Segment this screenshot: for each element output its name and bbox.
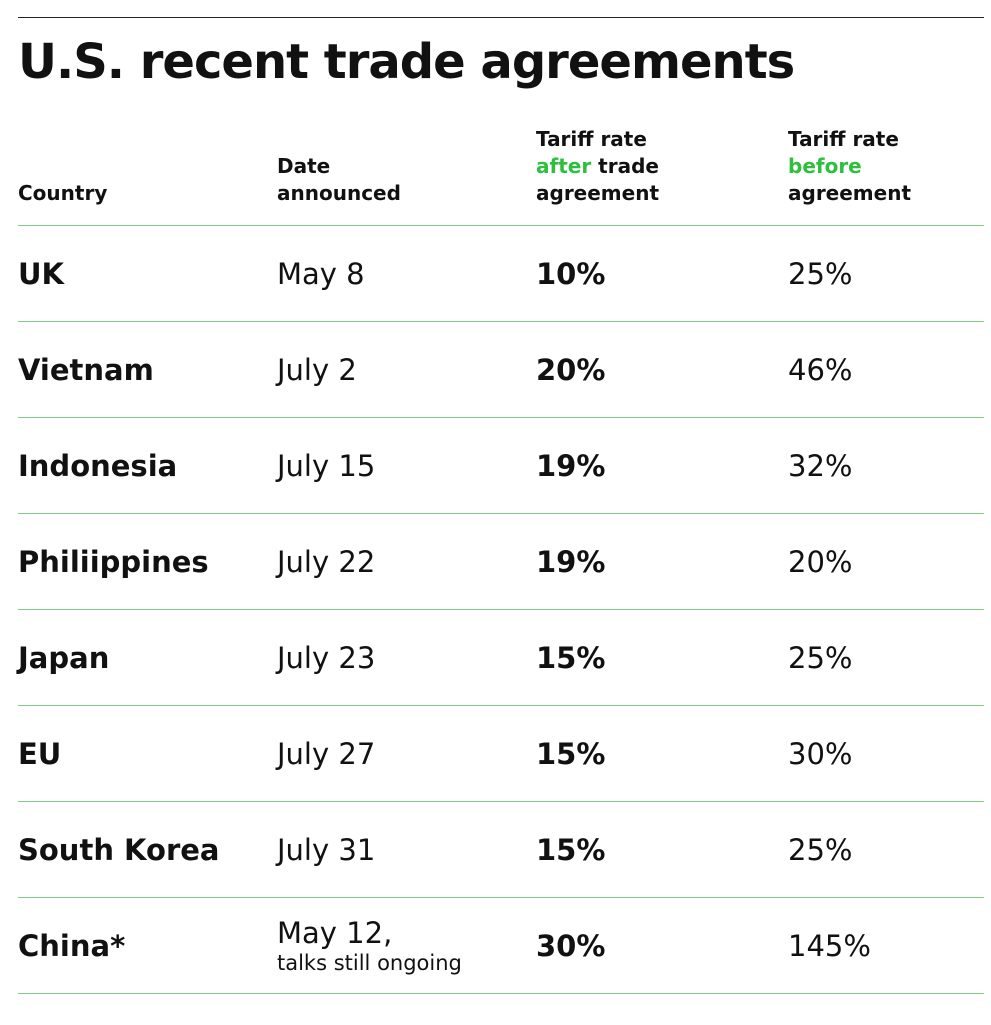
header-before-highlight: before: [788, 154, 862, 178]
header-country: Country: [18, 180, 107, 207]
date-note: talks still ongoing: [277, 950, 462, 975]
table-row: Vietnam July 2 20% 46%: [18, 322, 984, 418]
table-row: China* May 12, talks still ongoing 30% 145%: [18, 898, 984, 994]
trade-agreements-table: Country Date announced Tariff rate after…: [18, 118, 984, 994]
date-cell: May 12, talks still ongoing: [277, 898, 462, 993]
tariff-after-cell: 15%: [536, 736, 606, 771]
table-row: Philiippines July 22 19% 20%: [18, 514, 984, 610]
tariff-before-cell: 30%: [788, 736, 853, 771]
date-cell: May 8: [277, 256, 365, 291]
date-value: May 12,: [277, 915, 393, 950]
date-cell: July 27: [277, 736, 376, 771]
header-after-line2: after trade: [536, 153, 659, 180]
header-date-line1: Date: [277, 154, 331, 178]
date-cell: July 2: [277, 352, 357, 387]
tariff-before-cell: 25%: [788, 256, 853, 291]
header-after-line1: Tariff rate: [536, 127, 647, 151]
country-cell: Philiippines: [18, 544, 209, 579]
tariff-after-cell: 15%: [536, 640, 606, 675]
header-after-rest: trade: [591, 154, 659, 178]
country-cell: Indonesia: [18, 448, 178, 483]
tariff-after-cell: 30%: [536, 928, 606, 963]
table-row: Japan July 23 15% 25%: [18, 610, 984, 706]
table-row: South Korea July 31 15% 25%: [18, 802, 984, 898]
date-cell: July 23: [277, 640, 376, 675]
header-before-line3: agreement: [788, 181, 912, 205]
header-date-line2: announced: [277, 181, 401, 205]
country-cell: Vietnam: [18, 352, 154, 387]
top-rule: [18, 17, 984, 18]
country-cell: China*: [18, 928, 126, 963]
header-tariff-after: Tariff rate after trade agreement: [536, 126, 659, 207]
tariff-before-cell: 145%: [788, 928, 871, 963]
table-row: Indonesia July 15 19% 32%: [18, 418, 984, 514]
table-row: EU July 27 15% 30%: [18, 706, 984, 802]
tariff-after-cell: 10%: [536, 256, 606, 291]
header-before-line1: Tariff rate: [788, 127, 899, 151]
header-tariff-before: Tariff rate before agreement: [788, 126, 911, 207]
tariff-after-cell: 19%: [536, 448, 606, 483]
country-cell: Japan: [18, 640, 110, 675]
tariff-before-cell: 46%: [788, 352, 853, 387]
header-after-line3: agreement: [536, 181, 660, 205]
tariff-before-cell: 25%: [788, 640, 853, 675]
tariff-before-cell: 25%: [788, 832, 853, 867]
header-date-announced: Date announced: [277, 153, 401, 207]
country-cell: UK: [18, 256, 65, 291]
header-after-highlight: after: [536, 154, 592, 178]
tariff-before-cell: 32%: [788, 448, 853, 483]
table-header: Country Date announced Tariff rate after…: [18, 118, 984, 226]
country-cell: South Korea: [18, 832, 220, 867]
table-row: UK May 8 10% 25%: [18, 226, 984, 322]
tariff-before-cell: 20%: [788, 544, 853, 579]
table-body: UK May 8 10% 25% Vietnam July 2 20% 46% Indonesi…: [18, 226, 984, 994]
header-country-label: Country: [18, 181, 108, 205]
country-cell: EU: [18, 736, 62, 771]
chart-title: U.S. recent trade agreements: [18, 34, 795, 90]
tariff-after-cell: 15%: [536, 832, 606, 867]
tariff-after-cell: 19%: [536, 544, 606, 579]
tariff-after-cell: 20%: [536, 352, 606, 387]
date-cell: July 22: [277, 544, 376, 579]
date-cell: July 15: [277, 448, 376, 483]
date-cell: July 31: [277, 832, 376, 867]
